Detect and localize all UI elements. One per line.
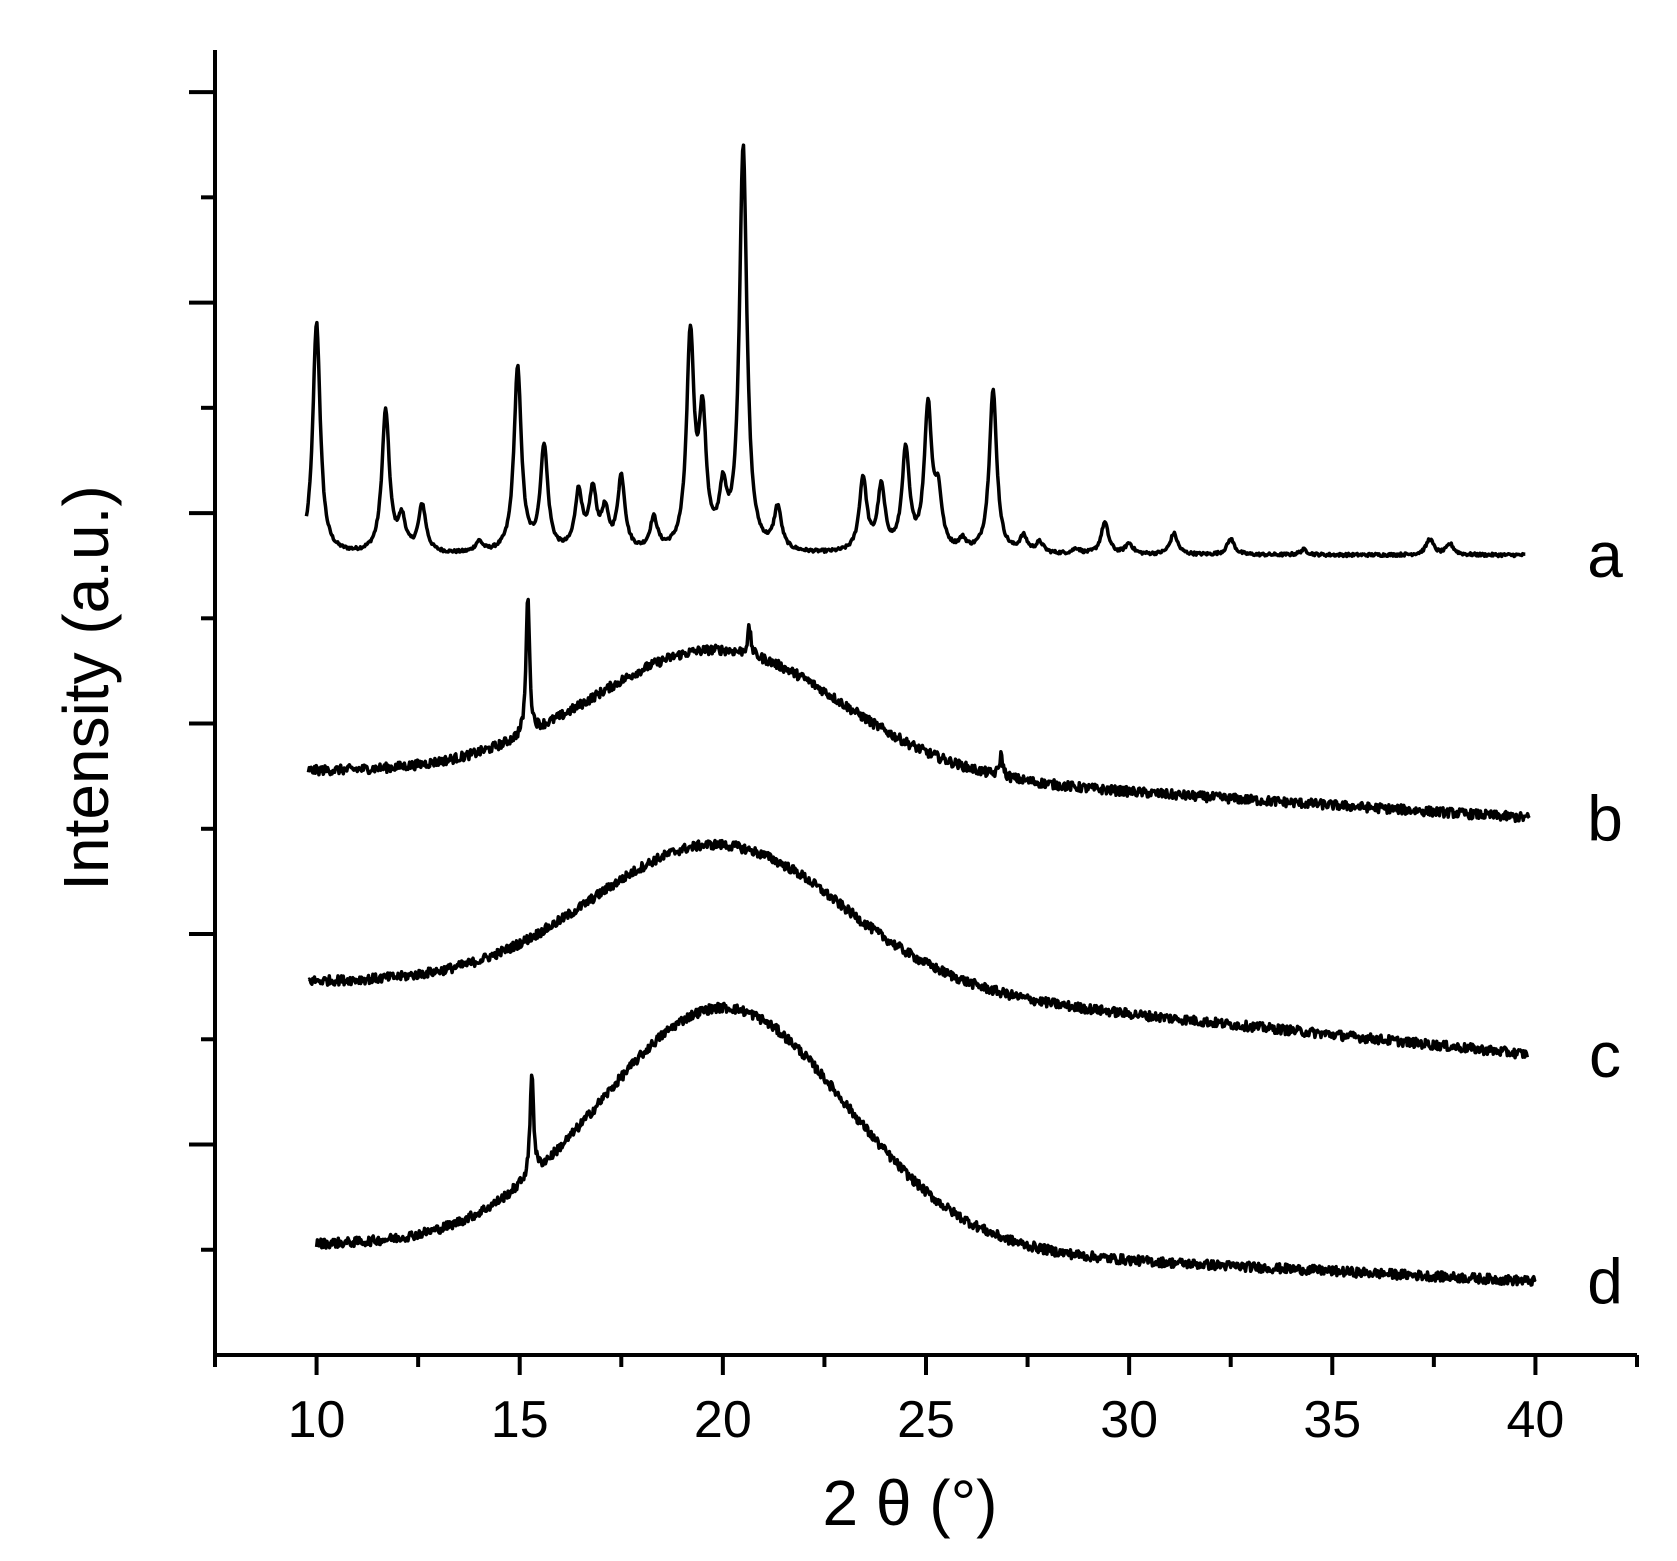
series-label-c: c: [1589, 1019, 1621, 1091]
series-line-d: [314, 1001, 1537, 1287]
x-tick-label: 15: [491, 1391, 549, 1449]
x-tick-label: 30: [1100, 1391, 1158, 1449]
axes: 10 15 20 25 30 35 40: [189, 50, 1639, 1449]
series-label-a: a: [1587, 519, 1623, 591]
x-tick-label: 20: [694, 1391, 752, 1449]
series-line-a: [304, 143, 1527, 559]
x-tick-label: 25: [897, 1391, 955, 1449]
y-axis-label: Intensity (a.u.): [50, 485, 122, 891]
x-tick-label: 10: [288, 1391, 346, 1449]
series-line-b: [306, 597, 1531, 824]
series-line-c: [307, 838, 1530, 1060]
series-label-d: d: [1587, 1245, 1623, 1317]
x-axis-label: 2 θ (°): [823, 1467, 998, 1539]
series-group: [304, 143, 1537, 1287]
series-labels: a b c d: [1587, 519, 1623, 1317]
series-label-b: b: [1587, 782, 1623, 854]
x-tick-label: 35: [1303, 1391, 1361, 1449]
x-tick-label: 40: [1507, 1391, 1565, 1449]
